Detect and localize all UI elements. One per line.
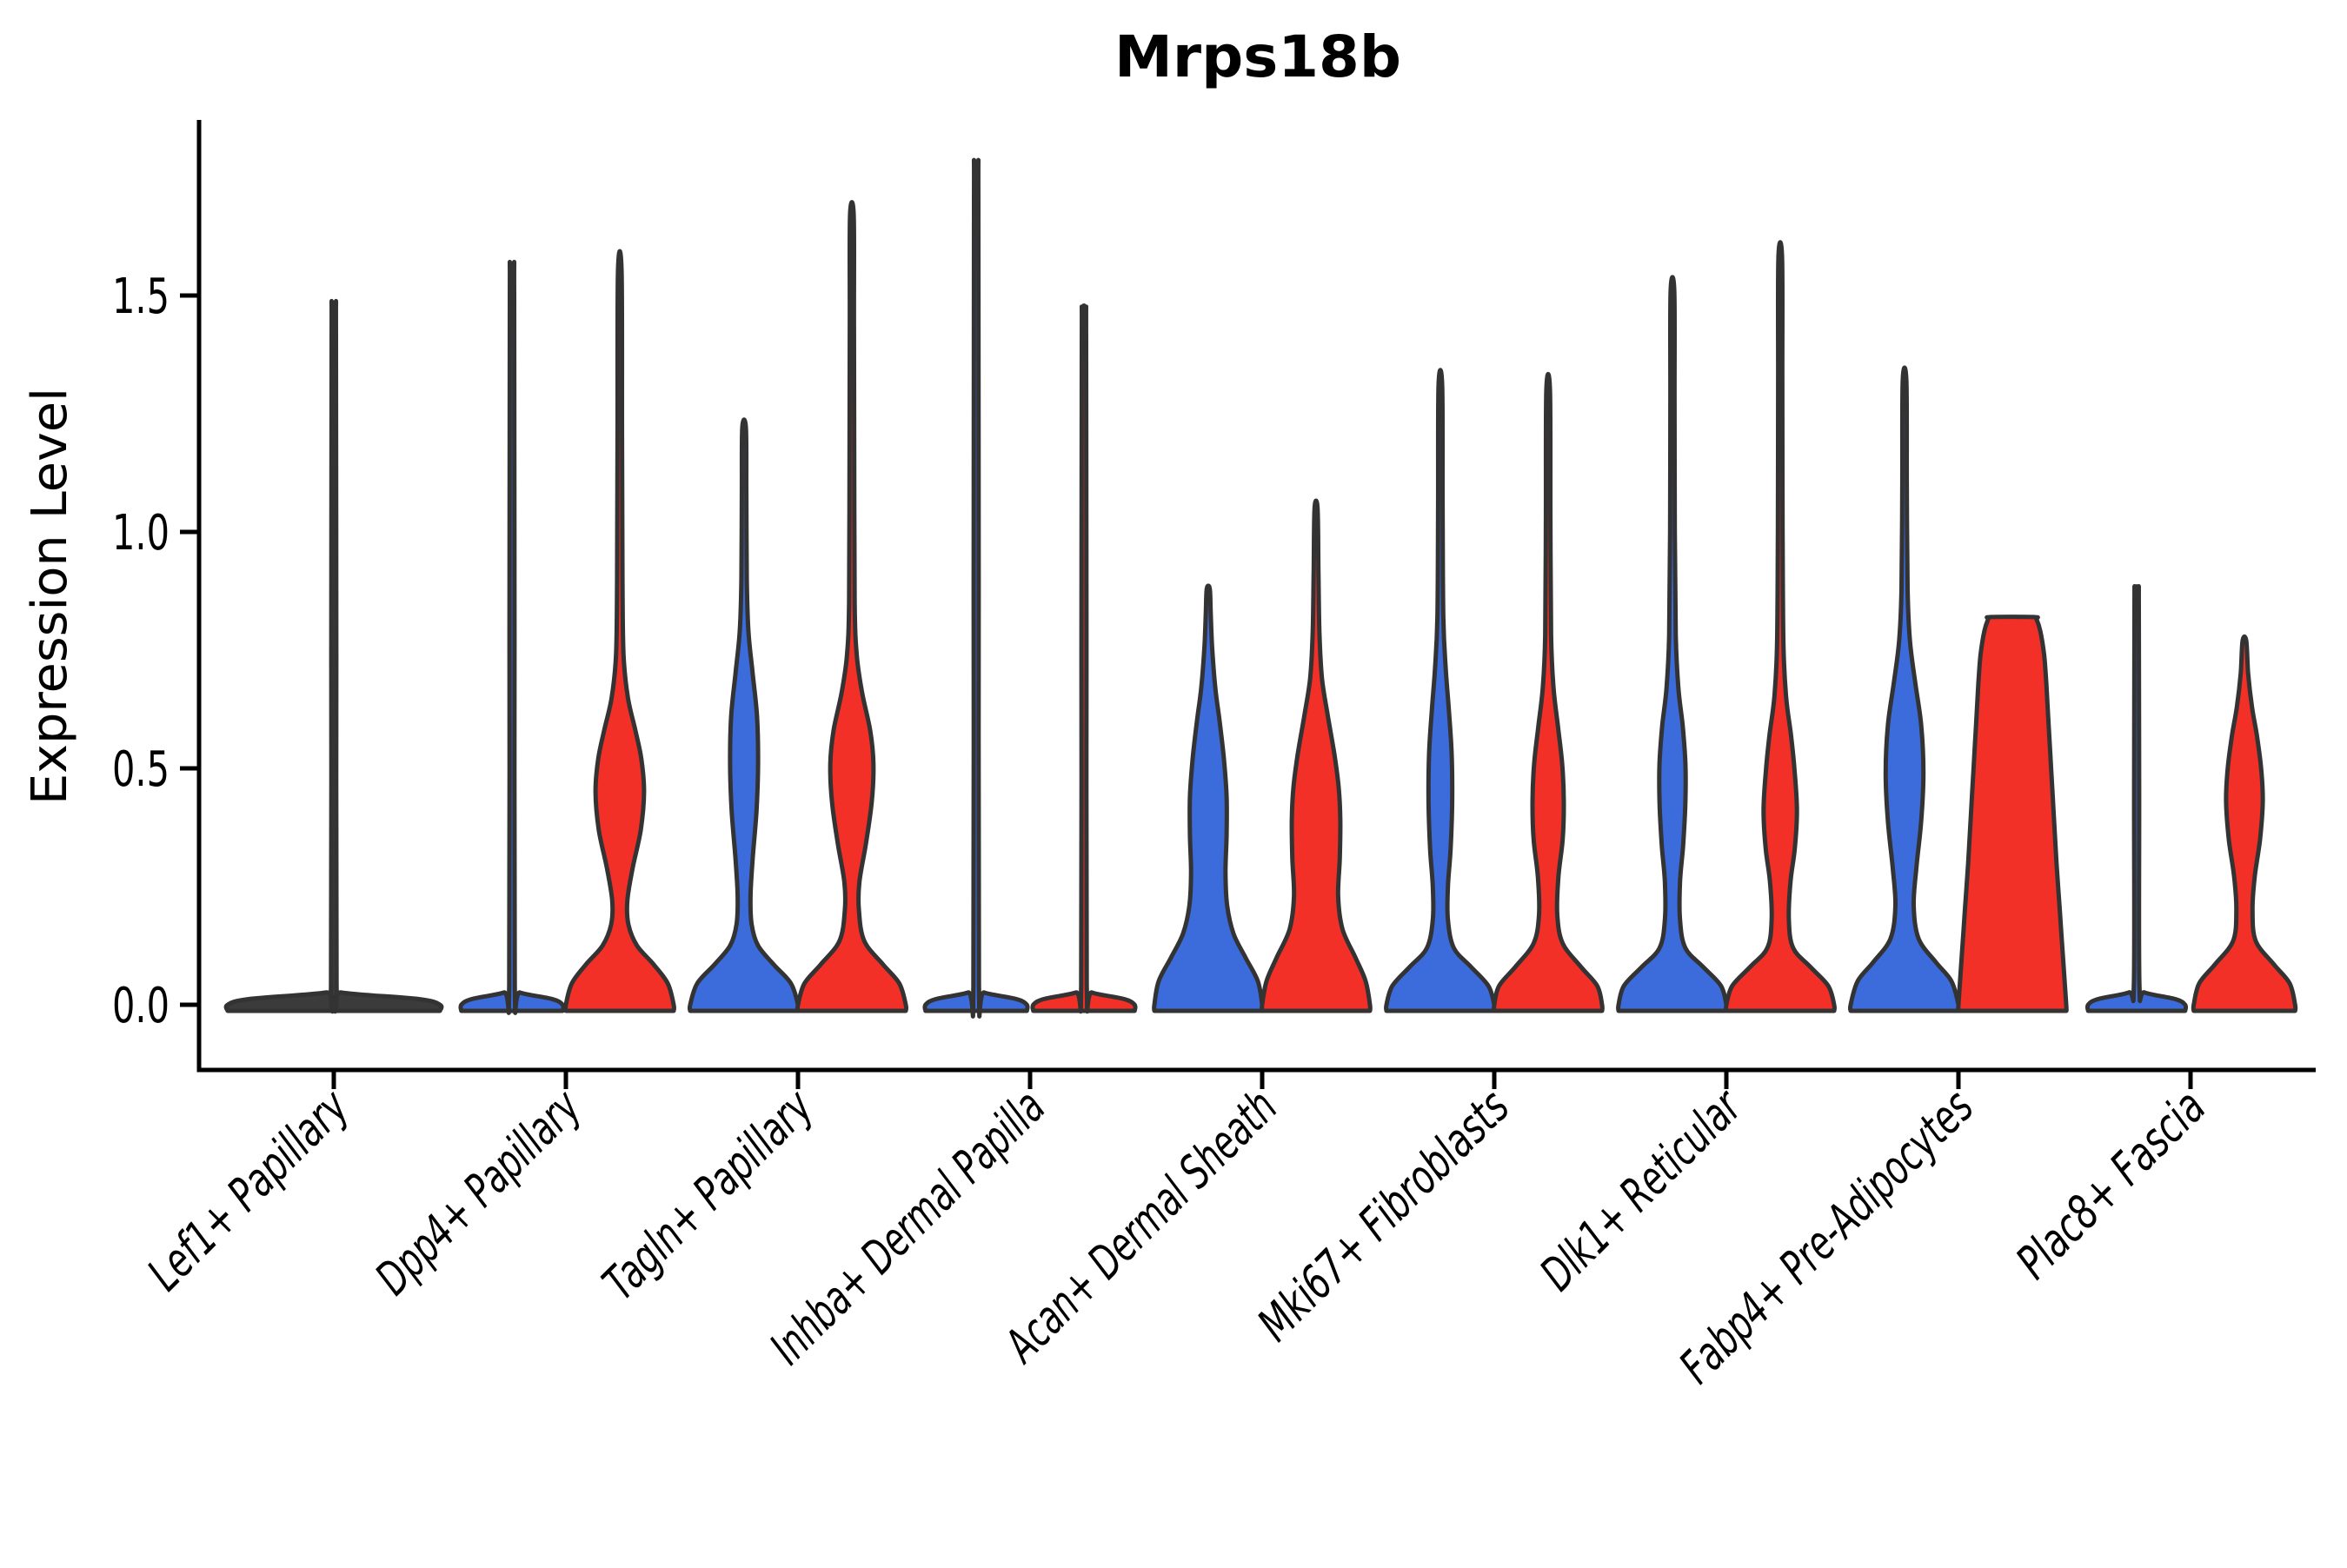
violin-lef1-single (223, 298, 444, 1014)
y-tick-label-0: 0.0 (112, 978, 170, 1034)
violin-fabp4-red (1956, 615, 2069, 1013)
violin-mki67-red (1492, 371, 1605, 1013)
y-axis-label: Expression Level (22, 388, 78, 805)
x-tick-label-2: Tagln+ Papillary (592, 1079, 823, 1310)
violin-mki67-blue (1384, 368, 1497, 1013)
x-tick-label-1: Dpp4+ Papillary (365, 1079, 592, 1306)
x-tick-label-5: Mki67+ Fibroblasts (1247, 1080, 1519, 1352)
x-tick-label-0: Lef1+ Papillary (137, 1079, 360, 1301)
violin-acan-blue (1152, 583, 1265, 1013)
violin-dpp4-red (563, 249, 676, 1013)
violin-inhba-blue (922, 157, 1030, 1019)
violin-fabp4-blue (1847, 365, 1962, 1013)
x-tick-label-6: Dlk1+ Reticular (1530, 1078, 1753, 1301)
y-tick-label-2: 1.0 (112, 505, 170, 561)
x-tick-label-8: Plac8+ Fascia (2005, 1080, 2216, 1290)
chart-title: Mrps18b (1114, 23, 1401, 90)
violin-dlk1-blue (1616, 275, 1729, 1013)
violin-dpp4-blue (458, 259, 566, 1015)
violin-inhba-red (1030, 303, 1138, 1014)
y-tick-label-1: 0.5 (112, 741, 170, 798)
violin-tagln-red (795, 200, 909, 1013)
violin-tagln-blue (687, 417, 801, 1013)
violin-dlk1-red (1724, 240, 1837, 1013)
violin-plac8-blue (2084, 584, 2189, 1013)
violins (223, 157, 2298, 1019)
y-tick-label-3: 1.5 (112, 269, 170, 325)
violin-acan-red (1260, 498, 1373, 1013)
violin-plac8-red (2191, 634, 2298, 1013)
